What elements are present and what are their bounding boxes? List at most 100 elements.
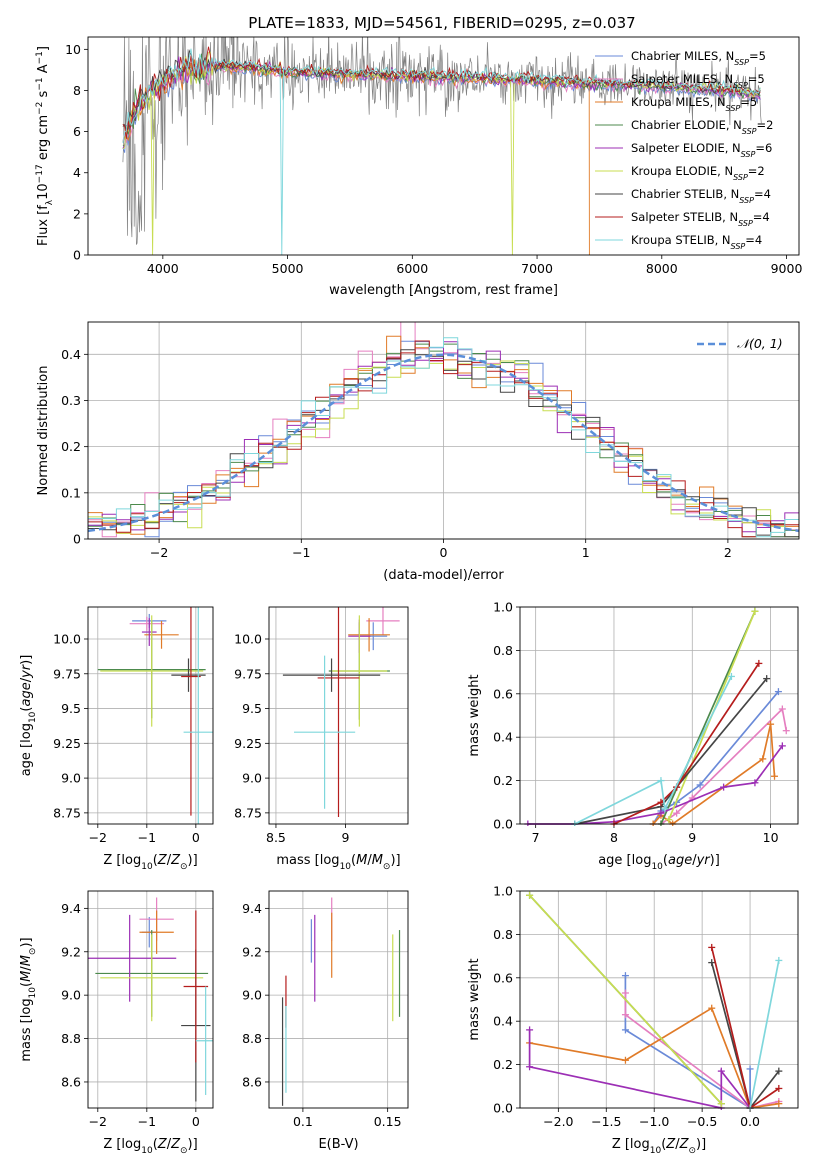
x-tick-label: 0 bbox=[440, 545, 448, 560]
y-tick-label: 10.0 bbox=[234, 631, 262, 646]
y-tick-label: 0.8 bbox=[493, 643, 513, 658]
x-tick-label: 7 bbox=[532, 830, 540, 845]
x-tick-label: 0.1 bbox=[293, 1114, 313, 1129]
panel-spectrum: 4000 5000 6000 7000 8000 9000 0 2 4 6 8 10 wavelengt… bbox=[35, 36, 803, 298]
histogram-step-line bbox=[88, 337, 799, 538]
y-tick-label: 4 bbox=[73, 165, 81, 180]
series-line bbox=[652, 724, 776, 826]
x-tick-label: 8 bbox=[610, 830, 618, 845]
x-tick-label: 4000 bbox=[147, 261, 179, 276]
y-tick-label: 9.2 bbox=[242, 944, 262, 959]
x-tick-label: 8000 bbox=[646, 261, 678, 276]
legend-label: Chabrier MILES, NSSP=5 bbox=[631, 49, 766, 67]
legend-label: Chabrier ELODIE, NSSP=2 bbox=[631, 118, 773, 136]
y-tick-label: 1.0 bbox=[493, 600, 513, 615]
y-tick-label: 0.0 bbox=[493, 1101, 513, 1116]
y-tick-label: 8.8 bbox=[242, 1031, 262, 1046]
x-tick-label: −0.5 bbox=[687, 1114, 717, 1129]
x-axis-label: wavelength [Angstrom, rest frame] bbox=[329, 283, 558, 298]
y-tick-label: 0.6 bbox=[493, 686, 513, 701]
x-tick-label: −1 bbox=[292, 545, 310, 560]
panel-age_vs_mass: 8.5 9 8.75 9.0 9.25 9.5 9.75 10.0 mass [log10(M/… bbox=[234, 606, 409, 872]
y-tick-label: 8.75 bbox=[53, 805, 81, 820]
y-tick-label: 9.75 bbox=[234, 666, 262, 681]
panels: 4000 5000 6000 7000 8000 90000246810wavelengt… bbox=[19, 36, 803, 1156]
y-tick-label: 8 bbox=[73, 83, 81, 98]
y-tick-label: 0.2 bbox=[61, 439, 81, 454]
y-tick-label: 9.5 bbox=[242, 701, 262, 716]
model-spectrum-line bbox=[122, 46, 761, 139]
y-tick-label: 8.6 bbox=[61, 1074, 81, 1089]
x-tick-label: 9 bbox=[341, 830, 349, 845]
legend-label: Chabrier STELIB, NSSP=4 bbox=[631, 187, 771, 205]
y-axis-label: mass weight bbox=[467, 674, 482, 756]
series-line bbox=[527, 745, 783, 825]
x-tick-label: 6000 bbox=[396, 261, 428, 276]
y-axis-label: Flux [fλ10−17 erg cm−2 s−1 A−1] bbox=[35, 46, 55, 246]
series-line bbox=[574, 678, 768, 825]
y-tick-label: 0.4 bbox=[493, 1014, 513, 1029]
y-tick-label: 9.0 bbox=[242, 988, 262, 1003]
y-tick-label: 9.5 bbox=[61, 701, 81, 716]
x-tick-label: 1 bbox=[582, 545, 590, 560]
legend-label: Salpeter MILES, NSSP=5 bbox=[631, 72, 765, 90]
y-tick-label: 9.4 bbox=[242, 901, 262, 916]
axes-frame bbox=[87, 890, 214, 1109]
panel-residuals: −2 −1 0 1 2 0 0.1 0.2 0.3 0.4 (data-model)/error No… bbox=[36, 321, 800, 583]
y-tick-label: 8.6 bbox=[242, 1074, 262, 1089]
errorbar-plot-area bbox=[281, 897, 401, 1106]
legend-label: Salpeter ELODIE, NSSP=6 bbox=[631, 141, 772, 159]
x-tick-label: 8.5 bbox=[266, 830, 286, 845]
x-tick-label: 2 bbox=[724, 545, 732, 560]
y-tick-label: 0.8 bbox=[493, 927, 513, 942]
series-line bbox=[652, 691, 780, 825]
panel-mass_vs_ebv: 0.1 0.15 8.6 8.8 9.0 9.2 9.4 E(B-V) bbox=[242, 890, 409, 1152]
errorbar-plot-area bbox=[282, 607, 400, 818]
massweight-plot-area bbox=[524, 607, 790, 826]
axes-frame bbox=[519, 606, 799, 825]
panel-massweight_vs_age: 7 8 9 10 0.0 0.2 0.4 0.6 0.8 1.0 age [log10(age/yr… bbox=[467, 600, 799, 872]
x-tick-label: −1.0 bbox=[639, 1114, 669, 1129]
y-tick-label: 9.2 bbox=[61, 944, 81, 959]
series-line bbox=[528, 1029, 751, 1110]
x-tick-label: 0.15 bbox=[374, 1114, 402, 1129]
x-tick-label: 9000 bbox=[771, 261, 803, 276]
model-spectrum-line bbox=[122, 48, 761, 255]
y-axis-label: age [log10(age/yr)] bbox=[19, 655, 38, 777]
x-tick-label: −2.0 bbox=[543, 1114, 573, 1129]
axes-frame bbox=[87, 606, 214, 825]
x-axis-label: Z [log10(Z/Z⊙)] bbox=[612, 1137, 706, 1156]
legend-label: Kroupa ELODIE, NSSP=2 bbox=[631, 164, 765, 182]
x-tick-label: −2 bbox=[89, 1114, 107, 1129]
panel-age_vs_z: −2 −1 0 8.75 9.0 9.25 9.5 9.75 10.0 Z [log10(Z/Z⊙… bbox=[19, 606, 214, 872]
gaussian-curve bbox=[88, 353, 799, 533]
x-tick-label: −1.5 bbox=[591, 1114, 621, 1129]
x-axis-label: Z [log10(Z/Z⊙)] bbox=[103, 1137, 197, 1156]
y-axis-label: mass weight bbox=[467, 958, 482, 1040]
series-line bbox=[624, 993, 779, 1109]
x-tick-label: 9 bbox=[688, 830, 696, 845]
y-axis-label: mass [log10(M/M⊙)] bbox=[19, 937, 38, 1061]
series-line bbox=[574, 676, 733, 825]
y-tick-label: 8.75 bbox=[234, 805, 262, 820]
x-axis-label: (data-model)/error bbox=[383, 568, 504, 583]
series-line bbox=[613, 662, 760, 825]
y-tick-label: 1.0 bbox=[493, 884, 513, 899]
x-tick-label: 0.0 bbox=[740, 1114, 760, 1129]
y-tick-label: 9.75 bbox=[53, 666, 81, 681]
y-tick-label: 9.25 bbox=[234, 736, 262, 751]
series-line bbox=[624, 975, 751, 1110]
y-tick-label: 0.2 bbox=[493, 773, 513, 788]
y-tick-label: 2 bbox=[73, 206, 81, 221]
y-tick-label: 0.3 bbox=[61, 393, 81, 408]
y-tick-label: 9.0 bbox=[242, 771, 262, 786]
y-tick-label: 0.6 bbox=[493, 970, 513, 985]
x-tick-label: 5000 bbox=[272, 261, 304, 276]
y-tick-label: 9.0 bbox=[61, 988, 81, 1003]
histogram-plot-area bbox=[88, 322, 799, 538]
legend-label: Kroupa STELIB, NSSP=4 bbox=[631, 233, 762, 251]
figure-title: PLATE=1833, MJD=54561, FIBERID=0295, z=0… bbox=[248, 14, 635, 32]
panel-massweight_vs_z: −2.0 −1.5 −1.0 −0.5 0.0 0.0 0.2 0.4 0.6 0.8 1.0 Z [… bbox=[467, 884, 799, 1156]
y-tick-label: 10.0 bbox=[53, 631, 81, 646]
y-tick-label: 0.4 bbox=[61, 347, 81, 362]
